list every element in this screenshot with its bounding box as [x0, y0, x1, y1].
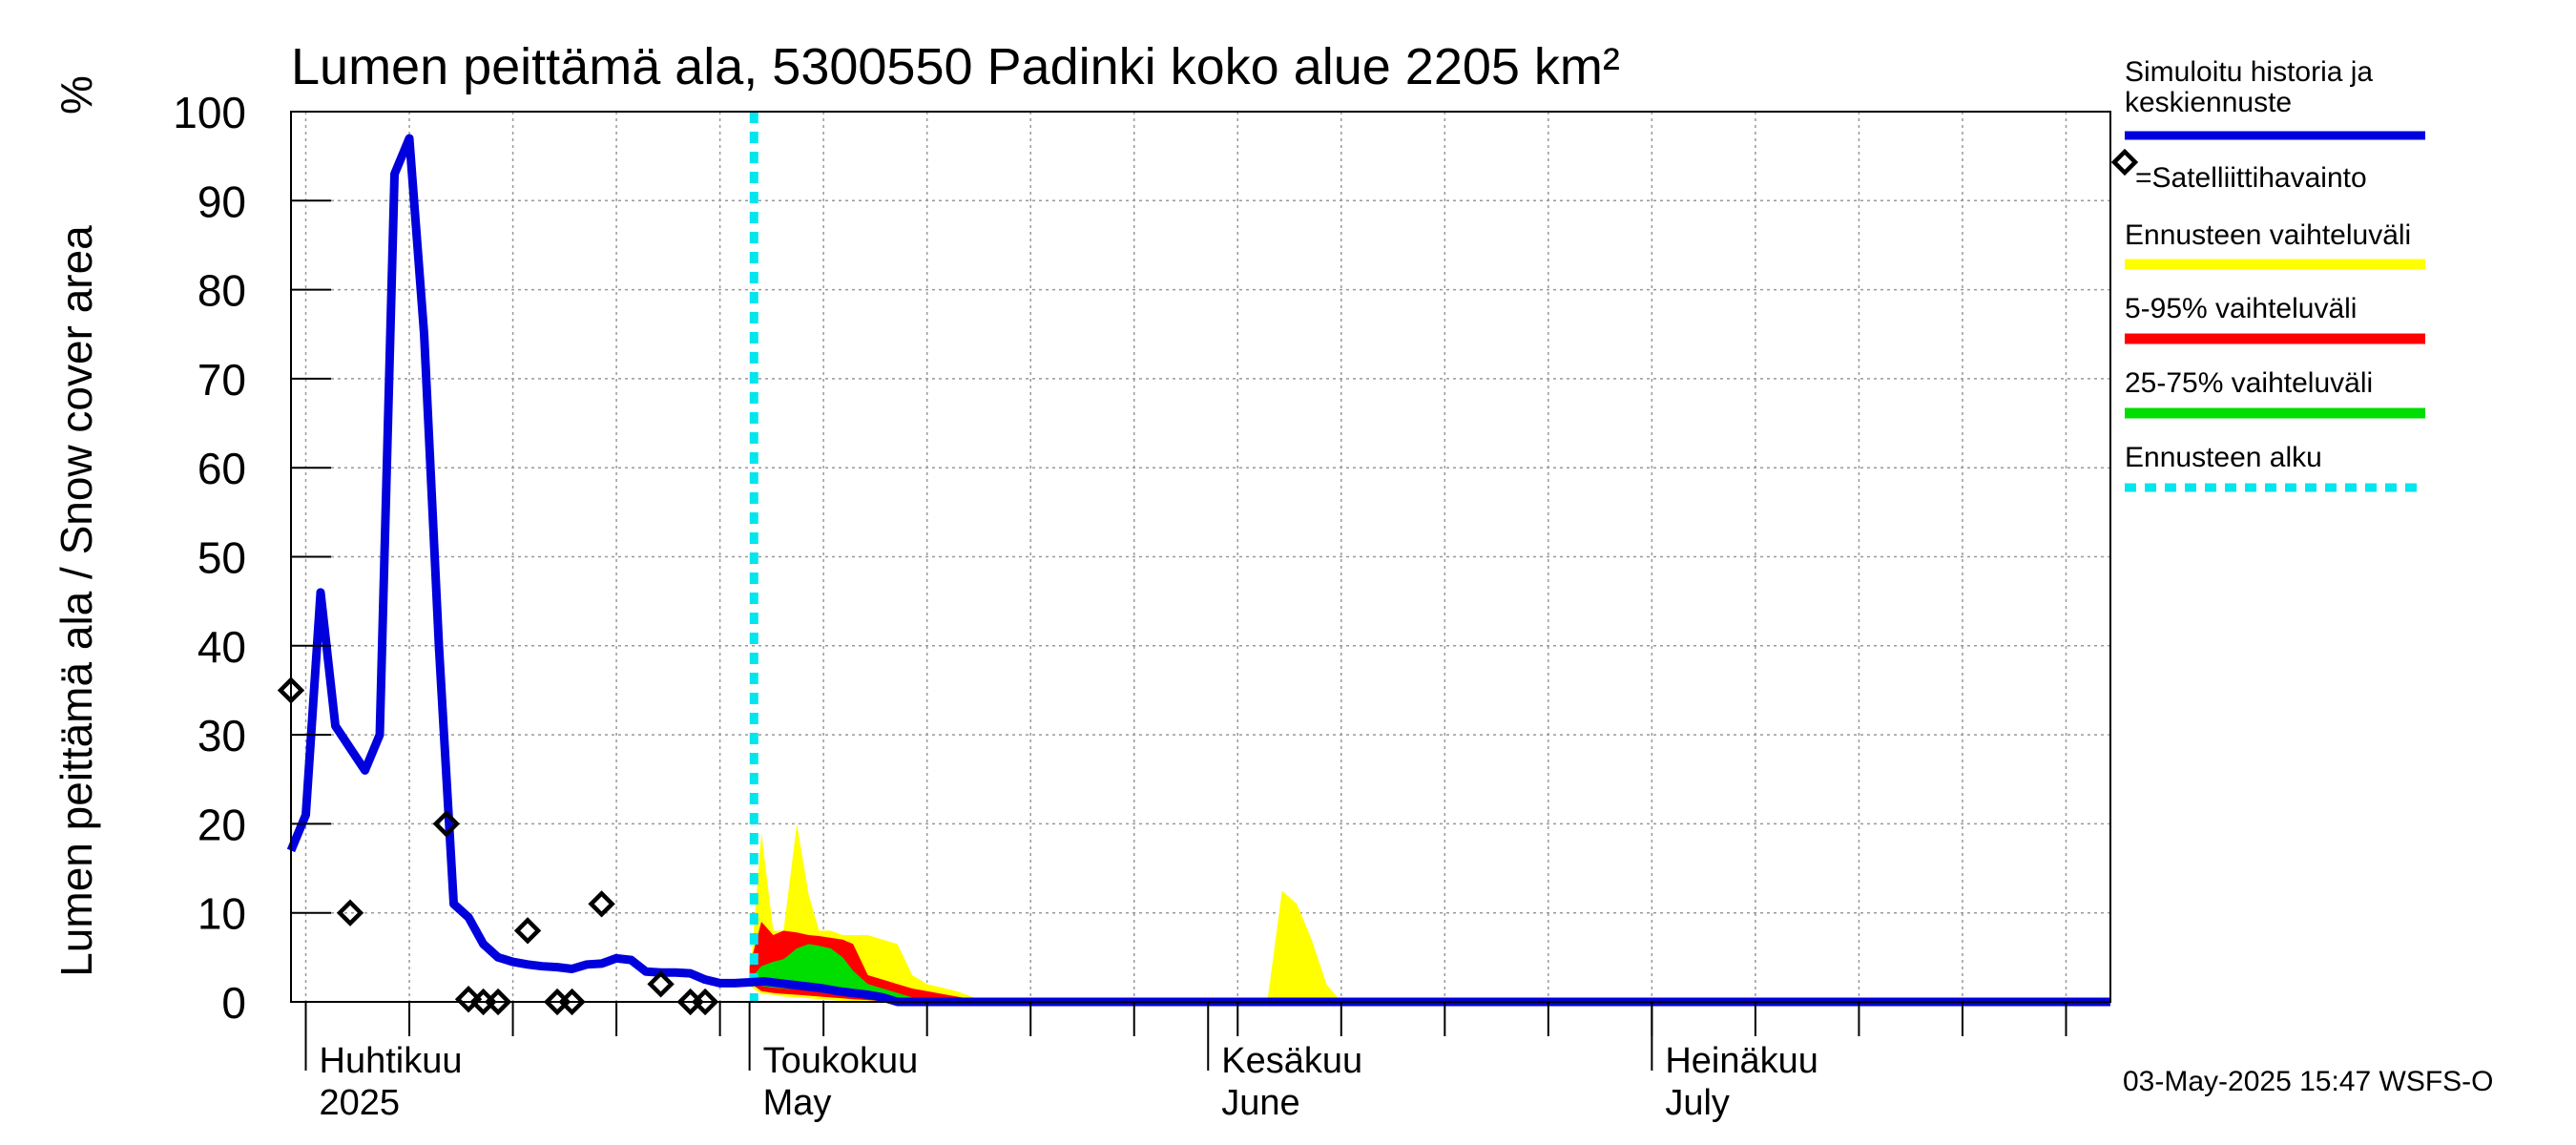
chart-title: Lumen peittämä ala, 5300550 Padinki koko… — [291, 38, 1620, 95]
y-tick-label-30: 30 — [197, 711, 246, 760]
month-label-en-3: July — [1665, 1083, 1730, 1123]
satellite-observation-9 — [588, 890, 615, 918]
satellite-observation-6 — [513, 917, 542, 945]
month-label-fi-0: Huhtikuu — [320, 1041, 463, 1081]
month-label-en-2: June — [1221, 1083, 1299, 1123]
legend-label-simulated-1: Simuloitu historia ja — [2125, 56, 2373, 88]
legend-label-forecast-range: Ennusteen vaihteluväli — [2125, 219, 2411, 251]
y-tick-label-10: 10 — [197, 889, 246, 939]
month-label-fi-3: Heinäkuu — [1665, 1041, 1818, 1081]
y-tick-label-20: 20 — [197, 800, 246, 849]
y-tick-label-60: 60 — [197, 444, 246, 493]
month-label-en-1: May — [763, 1083, 832, 1123]
legend-label-forecast-start: Ennusteen alku — [2125, 442, 2322, 473]
legend-marker-satellite — [2110, 148, 2139, 177]
legend-label-band-5-95: 5-95% vaihteluväli — [2125, 293, 2357, 324]
y-tick-label-80: 80 — [197, 266, 246, 316]
y-tick-label-0: 0 — [221, 978, 246, 1028]
legend-label-satellite: =Satelliittihavainto — [2135, 162, 2367, 194]
satellite-observation-2 — [432, 810, 460, 838]
legend-label-simulated-2: keskiennuste — [2125, 87, 2292, 118]
simulated-history-line — [286, 134, 2110, 1007]
satellite-observation-5 — [484, 988, 512, 1016]
y-tick-label-40: 40 — [197, 622, 246, 672]
satellite-observation-8 — [558, 988, 586, 1016]
forecast-range-area — [749, 823, 1341, 1002]
y-tick-label-100: 100 — [173, 88, 246, 137]
month-label-en-0: 2025 — [320, 1083, 401, 1123]
y-tick-label-90: 90 — [197, 177, 246, 226]
satellite-observation-12 — [691, 988, 719, 1016]
y-axis-unit: % — [52, 75, 101, 114]
y-tick-label-70: 70 — [197, 355, 246, 405]
y-tick-label-50: 50 — [197, 533, 246, 583]
month-label-fi-1: Toukokuu — [763, 1041, 919, 1081]
satellite-observation-10 — [647, 970, 675, 998]
satellite-observation-3 — [454, 986, 483, 1013]
satellite-observation-1 — [336, 899, 364, 926]
y-axis-label: Lumen peittämä ala / Snow cover area — [52, 225, 101, 977]
timestamp: 03-May-2025 15:47 WSFS-O — [2123, 1066, 2494, 1097]
legend-label-band-25-75: 25-75% vaihteluväli — [2125, 367, 2373, 399]
month-label-fi-2: Kesäkuu — [1221, 1041, 1362, 1081]
